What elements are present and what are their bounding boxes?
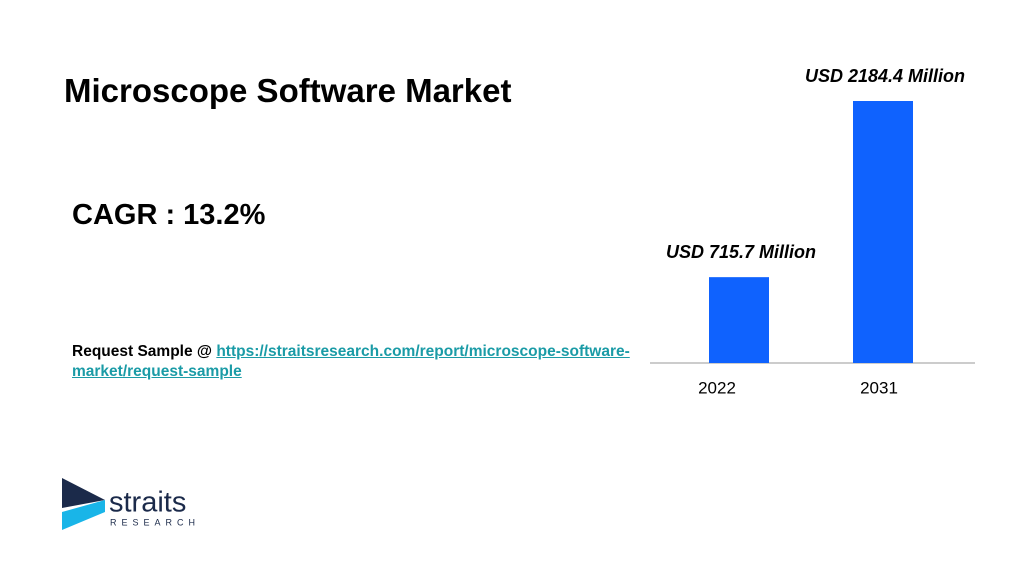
request-label: Request Sample @: [72, 343, 213, 360]
request-sample: Request Sample @ https://straitsresearch…: [72, 342, 632, 382]
logo-tagline: RESEARCH: [110, 517, 200, 527]
value-label: USD 2184.4 Million: [805, 66, 965, 86]
value-label: USD 715.7 Million: [666, 242, 816, 262]
logo-name: straits: [109, 487, 186, 519]
bar: [709, 277, 769, 363]
logo-mark: [62, 478, 105, 508]
logo-mark: [62, 500, 105, 530]
title: Microscope Software Market: [64, 72, 512, 109]
x-tick-label: 2022: [698, 378, 736, 397]
request-link[interactable]: https://straitsresearch.com/report/micro…: [72, 343, 630, 380]
cagr: CAGR : 13.2%: [72, 199, 266, 231]
x-tick-label: 2031: [860, 378, 898, 397]
bar: [853, 101, 913, 363]
